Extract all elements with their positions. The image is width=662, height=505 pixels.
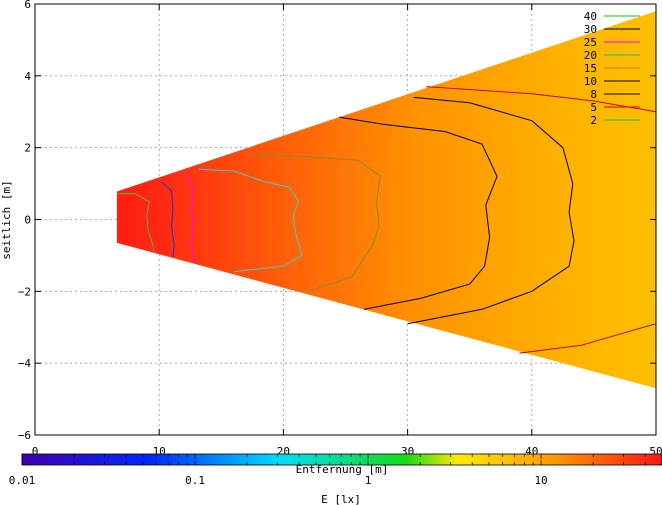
legend-label: 5 [590, 101, 597, 114]
y-tick-label: 4 [24, 70, 31, 83]
legend-label: 25 [584, 36, 597, 49]
colorbar-tick-label: 0.01 [9, 474, 36, 487]
contour-5 [426, 86, 656, 113]
legend-label: 2 [590, 114, 597, 127]
legend-label: 20 [584, 49, 597, 62]
y-tick-label: 6 [24, 0, 31, 11]
x-tick-label: 0 [32, 445, 39, 458]
isolux-contours [118, 86, 656, 354]
illuminance-wedge [116, 11, 656, 389]
legend-label: 30 [584, 23, 597, 36]
legend-label: 40 [584, 10, 597, 23]
contour-25 [186, 174, 196, 263]
contour-5 [519, 323, 656, 354]
colorbar: 0.01 0.1 1 10 Entfernung [m] E [lx] [9, 453, 662, 505]
contour-10 [339, 116, 498, 310]
illuminance-field [116, 11, 656, 389]
contour-8 [407, 96, 575, 325]
colorbar-tick-label: 1 [365, 474, 372, 487]
contour-30 [161, 181, 175, 258]
colorbar-ticks: 0.01 0.1 1 10 [9, 454, 662, 487]
contour-15 [252, 154, 381, 292]
legend-label: 8 [590, 88, 597, 101]
x-axis-label: Entfernung [m] [296, 463, 389, 476]
colorbar-label: E [lx] [321, 493, 361, 505]
y-tick-label: 2 [24, 142, 31, 155]
y-tick-label: −6 [18, 429, 31, 442]
legend-label: 10 [584, 75, 597, 88]
legend-label: 15 [584, 62, 597, 75]
contour-20 [198, 168, 303, 273]
y-tick-label: −4 [18, 357, 32, 370]
colorbar-bar [21, 453, 662, 466]
contour-40 [118, 193, 155, 252]
y-tick-label: 0 [24, 214, 31, 227]
colorbar-tick-label: 10 [534, 474, 547, 487]
colorbar-tick-label: 0.1 [185, 474, 205, 487]
y-axis-label: seitlich [m] [0, 180, 13, 259]
y-tick-label: −2 [18, 285, 31, 298]
